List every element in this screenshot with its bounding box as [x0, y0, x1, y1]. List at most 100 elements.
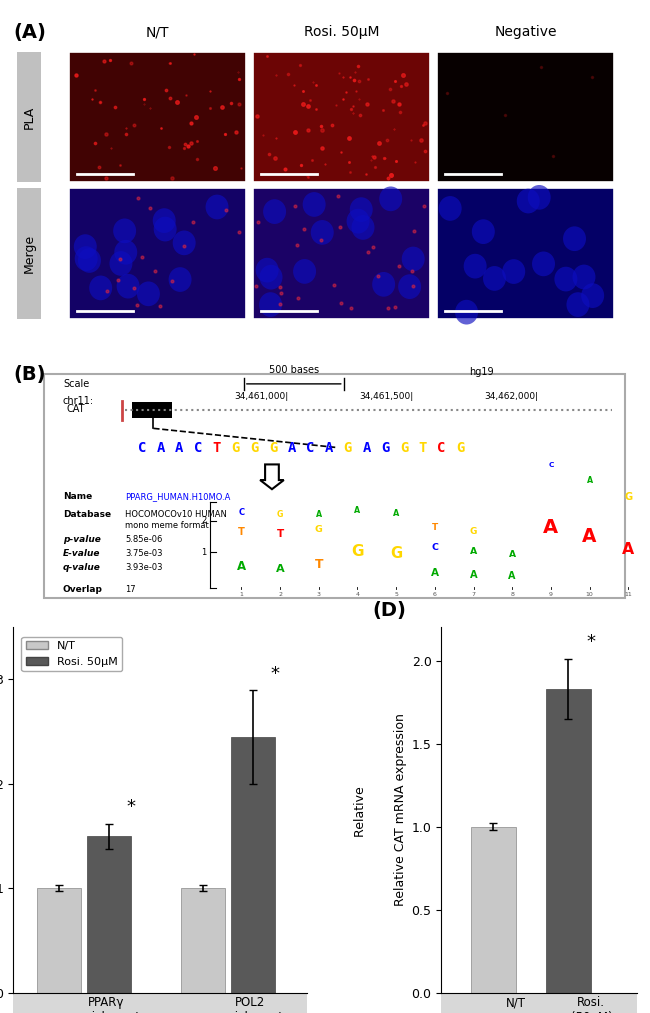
Bar [69, 188, 246, 318]
Text: A: A [431, 568, 439, 578]
Text: G: G [624, 492, 632, 502]
Ellipse shape [153, 217, 177, 241]
Ellipse shape [379, 186, 402, 211]
Bar [181, 888, 225, 993]
Text: Negative: Negative [495, 25, 557, 40]
Text: 10: 10 [586, 592, 593, 597]
Text: 34,462,000|: 34,462,000| [484, 392, 538, 401]
FancyArrow shape [260, 464, 284, 489]
Bar [18, 188, 41, 318]
Ellipse shape [255, 257, 279, 283]
Text: CAT: CAT [66, 404, 84, 414]
Ellipse shape [75, 246, 98, 270]
Text: (A): (A) [13, 23, 46, 43]
Text: C: C [138, 441, 146, 455]
Text: 5: 5 [394, 592, 398, 597]
Bar [37, 888, 81, 993]
Ellipse shape [528, 185, 551, 210]
Text: C: C [194, 441, 202, 455]
Ellipse shape [168, 267, 192, 292]
Ellipse shape [563, 226, 586, 251]
Text: 4: 4 [356, 592, 359, 597]
Text: T: T [315, 558, 323, 571]
Text: A: A [470, 547, 477, 556]
Text: 1: 1 [239, 592, 243, 597]
Text: A: A [508, 571, 516, 581]
Text: (D): (D) [372, 601, 407, 620]
Text: 9: 9 [549, 592, 553, 597]
Text: *: * [587, 632, 596, 650]
Ellipse shape [566, 292, 590, 317]
Ellipse shape [398, 275, 421, 299]
Text: 6: 6 [433, 592, 437, 597]
Text: T: T [419, 441, 427, 455]
Bar [18, 52, 41, 182]
Text: 3.93e-03: 3.93e-03 [125, 563, 162, 572]
Bar [13, 993, 307, 1013]
Ellipse shape [472, 219, 495, 244]
Text: A: A [393, 510, 399, 519]
Ellipse shape [402, 246, 424, 271]
Bar [437, 188, 614, 318]
Text: 3: 3 [317, 592, 320, 597]
Bar [441, 993, 637, 1013]
Text: chr11:: chr11: [63, 396, 94, 406]
Ellipse shape [205, 194, 229, 220]
Text: Database: Database [63, 511, 111, 519]
Ellipse shape [137, 282, 160, 306]
Ellipse shape [263, 200, 286, 224]
Text: 11: 11 [625, 592, 632, 597]
Text: 500 bases: 500 bases [268, 366, 319, 376]
Text: T: T [238, 527, 245, 537]
Ellipse shape [78, 248, 101, 272]
Text: T: T [213, 441, 221, 455]
Text: G: G [250, 441, 259, 455]
Bar [545, 689, 592, 993]
Text: A: A [543, 519, 558, 537]
Ellipse shape [173, 231, 196, 255]
Text: G: G [390, 546, 402, 561]
Text: E-value: E-value [63, 549, 100, 557]
Text: A: A [237, 560, 246, 573]
Text: N/T: N/T [506, 997, 526, 1009]
Text: Name: Name [63, 492, 92, 501]
Ellipse shape [352, 215, 374, 240]
Text: G: G [470, 528, 477, 537]
Text: Scale: Scale [63, 379, 89, 389]
Text: *: * [126, 798, 135, 816]
Text: A: A [354, 505, 361, 515]
Text: 34,461,500|: 34,461,500| [359, 392, 413, 401]
Text: G: G [277, 511, 283, 520]
Text: A: A [470, 570, 477, 580]
Text: T: T [276, 529, 283, 539]
Text: A: A [363, 441, 370, 455]
Text: HOCOMOCOv10 HUMAN
mono meme format: HOCOMOCOv10 HUMAN mono meme format [125, 511, 228, 530]
Bar [254, 52, 430, 182]
Text: POL2
enrichment: POL2 enrichment [216, 997, 283, 1013]
Text: q-value: q-value [63, 563, 101, 572]
Ellipse shape [517, 188, 540, 214]
Text: G: G [456, 441, 464, 455]
Ellipse shape [114, 240, 137, 264]
Ellipse shape [554, 266, 577, 292]
Ellipse shape [89, 276, 112, 300]
Text: A: A [157, 441, 165, 455]
Text: G: G [231, 441, 240, 455]
Text: A: A [176, 441, 183, 455]
Ellipse shape [259, 264, 283, 290]
Text: hg19: hg19 [469, 368, 493, 378]
Ellipse shape [293, 259, 316, 284]
Bar [131, 402, 172, 417]
Text: C: C [437, 441, 446, 455]
Ellipse shape [372, 271, 395, 297]
FancyBboxPatch shape [44, 374, 625, 598]
Text: Rosi.
(50μM): Rosi. (50μM) [571, 997, 612, 1013]
Text: A: A [622, 542, 634, 557]
Text: A: A [316, 511, 322, 520]
Text: Overlap: Overlap [63, 585, 103, 594]
Text: N/T: N/T [146, 25, 169, 40]
Ellipse shape [153, 209, 176, 233]
Ellipse shape [74, 234, 97, 259]
Text: C: C [548, 462, 554, 468]
Text: A: A [276, 564, 285, 573]
